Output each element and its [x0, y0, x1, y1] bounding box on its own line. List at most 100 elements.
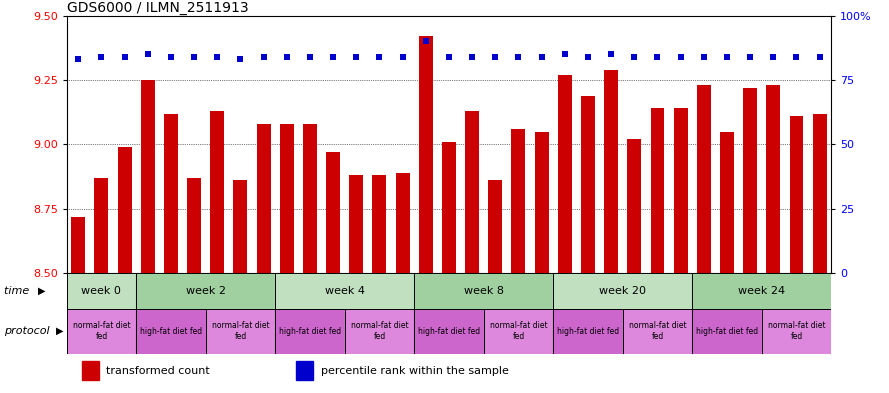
Text: high-fat diet fed: high-fat diet fed [140, 327, 202, 336]
Point [604, 51, 618, 57]
Bar [557, 75, 572, 273]
Text: week 20: week 20 [599, 286, 646, 296]
Point [326, 54, 340, 60]
Point [813, 54, 827, 60]
Bar [442, 142, 456, 273]
Bar [693, 273, 831, 309]
Point [349, 54, 364, 60]
Bar [326, 152, 340, 273]
Bar [82, 361, 99, 380]
Bar [205, 309, 276, 354]
Bar [188, 178, 201, 273]
Text: ▶: ▶ [38, 286, 45, 296]
Bar [674, 108, 687, 273]
Point [697, 54, 711, 60]
Point [627, 54, 641, 60]
Bar [345, 309, 414, 354]
Point [488, 54, 502, 60]
Bar [762, 309, 831, 354]
Bar [720, 132, 734, 273]
Bar [697, 85, 710, 273]
Bar [94, 178, 108, 273]
Bar [164, 114, 178, 273]
Bar [465, 111, 479, 273]
Text: time: time [4, 286, 33, 296]
Point [674, 54, 688, 60]
Text: week 4: week 4 [324, 286, 364, 296]
Bar [581, 95, 595, 273]
Bar [414, 273, 553, 309]
Point [534, 54, 549, 60]
Text: normal-fat diet
fed: normal-fat diet fed [767, 321, 825, 341]
Point [71, 56, 85, 62]
Bar [303, 124, 316, 273]
Bar [140, 80, 155, 273]
Bar [234, 180, 247, 273]
Text: normal-fat diet
fed: normal-fat diet fed [212, 321, 269, 341]
Bar [136, 309, 205, 354]
Bar [296, 361, 313, 380]
Bar [67, 273, 136, 309]
Point [303, 54, 317, 60]
Point [140, 51, 155, 57]
Point [465, 54, 479, 60]
Text: high-fat diet fed: high-fat diet fed [557, 327, 619, 336]
Bar [372, 175, 387, 273]
Bar [67, 309, 136, 354]
Text: week 8: week 8 [464, 286, 504, 296]
Point [557, 51, 572, 57]
Bar [813, 114, 827, 273]
Bar [117, 147, 132, 273]
Point [117, 54, 132, 60]
Point [372, 54, 387, 60]
Bar [553, 273, 693, 309]
Point [164, 54, 178, 60]
Bar [693, 309, 762, 354]
Bar [766, 85, 781, 273]
Text: ▶: ▶ [56, 326, 63, 336]
Text: percentile rank within the sample: percentile rank within the sample [321, 365, 509, 376]
Bar [211, 111, 224, 273]
Bar [743, 88, 757, 273]
Bar [789, 116, 804, 273]
Bar [419, 36, 433, 273]
Bar [628, 139, 641, 273]
Text: normal-fat diet
fed: normal-fat diet fed [73, 321, 131, 341]
Point [789, 54, 804, 60]
Bar [276, 273, 414, 309]
Text: high-fat diet fed: high-fat diet fed [696, 327, 758, 336]
Bar [553, 309, 622, 354]
Bar [396, 173, 410, 273]
Bar [276, 309, 345, 354]
Point [743, 54, 757, 60]
Text: high-fat diet fed: high-fat diet fed [418, 327, 480, 336]
Text: protocol: protocol [4, 326, 53, 336]
Bar [534, 132, 549, 273]
Bar [414, 309, 484, 354]
Bar [349, 175, 364, 273]
Point [94, 54, 108, 60]
Bar [605, 70, 618, 273]
Point [442, 54, 456, 60]
Text: GDS6000 / ILMN_2511913: GDS6000 / ILMN_2511913 [67, 1, 248, 15]
Point [210, 54, 224, 60]
Point [766, 54, 781, 60]
Text: week 2: week 2 [186, 286, 226, 296]
Text: normal-fat diet
fed: normal-fat diet fed [629, 321, 686, 341]
Text: normal-fat diet
fed: normal-fat diet fed [350, 321, 408, 341]
Bar [511, 129, 525, 273]
Point [233, 56, 247, 62]
Point [581, 54, 595, 60]
Text: week 0: week 0 [82, 286, 122, 296]
Point [280, 54, 294, 60]
Point [187, 54, 201, 60]
Bar [484, 309, 553, 354]
Text: week 24: week 24 [738, 286, 785, 296]
Bar [136, 273, 276, 309]
Bar [280, 124, 293, 273]
Bar [71, 217, 85, 273]
Text: transformed count: transformed count [107, 365, 210, 376]
Point [257, 54, 271, 60]
Point [511, 54, 525, 60]
Bar [622, 309, 693, 354]
